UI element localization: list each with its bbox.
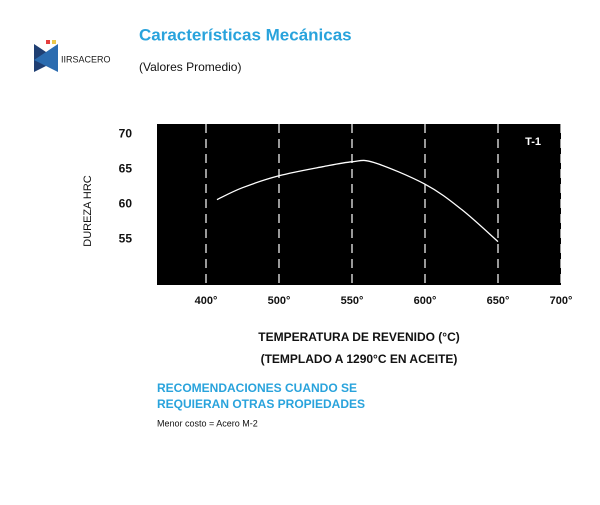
logo-dot: [46, 40, 50, 44]
recommendation-note: Menor costo = Acero M-2: [157, 418, 258, 428]
logo-dot: [52, 40, 56, 44]
logo-shape: [34, 44, 58, 72]
plot-background: [157, 124, 561, 285]
chart-subtitle: (Valores Promedio): [139, 60, 241, 74]
recommendation-heading: REQUIERAN OTRAS PROPIEDADES: [157, 397, 365, 411]
plot: T-1 400° 500° 550° 600° 650° 700° 55 60 65 70: [119, 124, 573, 307]
y-axis-label: DUREZA HRC: [82, 175, 94, 247]
recommendation-heading: RECOMENDACIONES CUANDO SE: [157, 381, 357, 395]
logo-text: IIRSACERO: [61, 54, 111, 64]
x-tick-label: 700°: [550, 295, 573, 307]
annotation: T-1: [525, 136, 541, 148]
x-axis-label: TEMPERATURA DE REVENIDO (°C): [258, 330, 459, 344]
x-axis-note: (TEMPLADO A 1290°C EN ACEITE): [261, 352, 458, 366]
y-tick-label: 55: [119, 232, 133, 246]
chart-title: Características Mecánicas: [139, 25, 352, 44]
y-tick-label: 70: [119, 127, 133, 141]
logo: IIRSACERO: [34, 40, 111, 72]
x-tick-label: 500°: [268, 295, 291, 307]
x-tick-label: 600°: [414, 295, 437, 307]
x-tick-label: 550°: [341, 295, 364, 307]
x-tick-label: 400°: [195, 295, 218, 307]
y-tick-label: 60: [119, 197, 133, 211]
x-tick-label: 650°: [487, 295, 510, 307]
line: [216, 159, 499, 243]
y-tick-label: 65: [119, 162, 133, 176]
